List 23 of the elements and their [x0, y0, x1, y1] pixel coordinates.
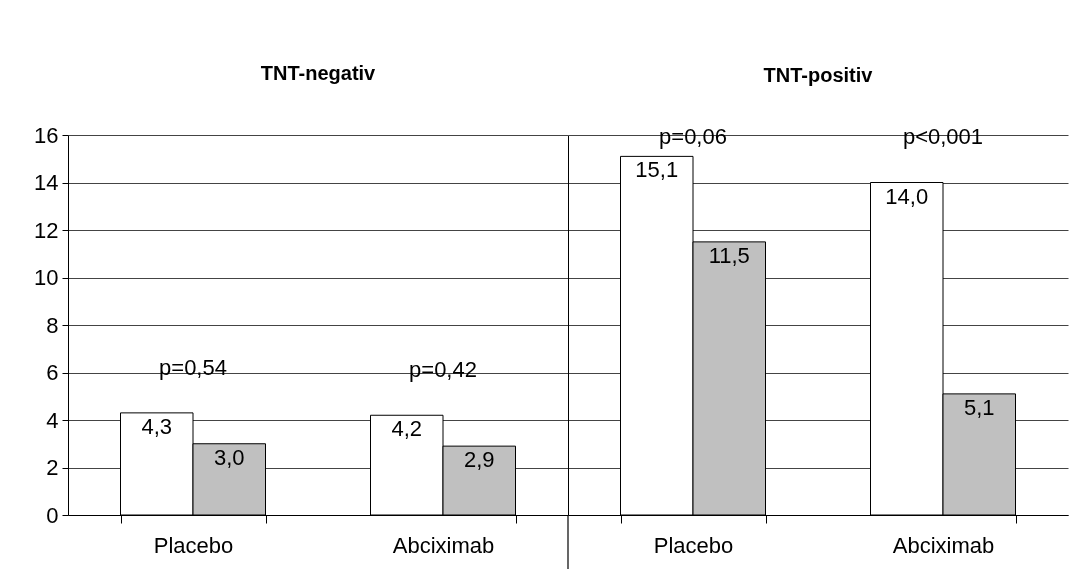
data-label: 11,5 [708, 242, 750, 268]
data-label: 4,3 [141, 413, 173, 439]
x-tick-label: Placebo [653, 532, 734, 558]
y-tick-label: 16 [34, 122, 59, 148]
data-label: 14,0 [885, 183, 929, 209]
y-tick-label: 6 [46, 360, 59, 385]
data-label: 5,1 [963, 394, 995, 420]
x-tick-label: Abciximab [892, 532, 995, 558]
y-tick-label: 2 [46, 455, 59, 480]
y-tick-label: 8 [46, 312, 59, 338]
x-tick-label: Abciximab [392, 532, 495, 558]
y-tick-label: 4 [46, 407, 59, 433]
data-label: 4,2 [391, 416, 423, 442]
data-label: 3,0 [213, 444, 245, 470]
chart-title: TNT-positiv [763, 64, 874, 87]
y-tick-label: 14 [34, 170, 59, 195]
y-tick-label: 12 [34, 217, 59, 243]
x-tick-label: Placebo [153, 532, 234, 558]
chart-title: TNT-negativ [260, 62, 377, 84]
y-tick-label: 0 [46, 502, 59, 528]
data-label: 15,1 [635, 157, 679, 183]
y-tick-label: 10 [34, 265, 59, 290]
data-label: 2,9 [463, 447, 495, 473]
